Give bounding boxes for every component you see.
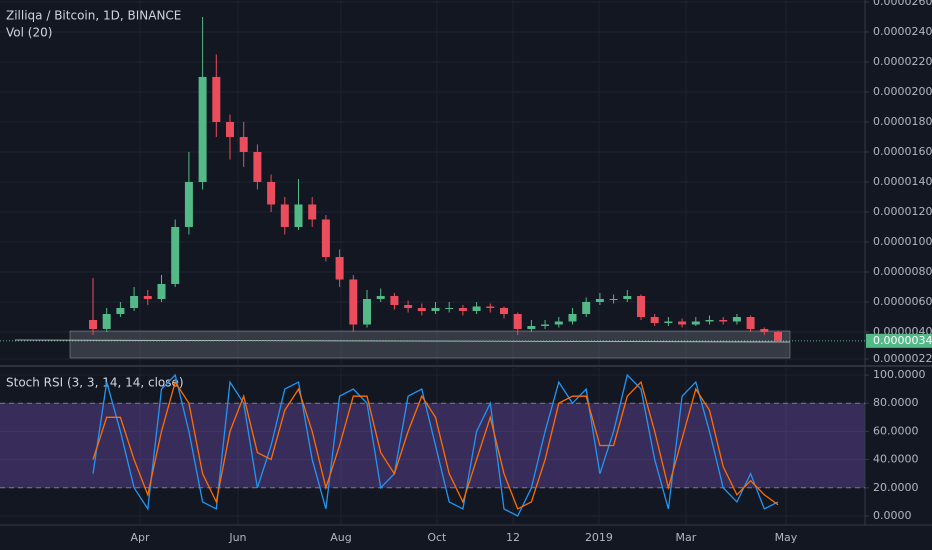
y-tick-label: 80.0000 xyxy=(873,396,919,409)
candle-body xyxy=(417,307,426,311)
candle-body xyxy=(527,325,536,329)
candle-body xyxy=(705,319,714,322)
x-tick-label: Mar xyxy=(676,531,697,544)
candle-body xyxy=(335,256,344,280)
candle-body xyxy=(171,226,180,284)
candle-body xyxy=(253,151,262,182)
candle-body xyxy=(541,324,550,326)
candle-body xyxy=(486,306,495,308)
x-tick-label: Aug xyxy=(330,531,351,544)
last-price-tag xyxy=(866,333,932,348)
x-tick-label: Jun xyxy=(228,531,246,544)
candle-body xyxy=(568,313,577,322)
candle-body xyxy=(637,295,645,317)
candle-body xyxy=(609,298,618,300)
candle-body xyxy=(664,321,673,323)
candle-body xyxy=(431,307,440,311)
candle-body xyxy=(650,316,659,323)
candle-body xyxy=(198,76,207,182)
y-tick-label: 0.0000 xyxy=(873,509,912,522)
candle-body xyxy=(267,181,276,205)
candle-body xyxy=(116,307,125,314)
candle-body xyxy=(130,295,139,308)
candle-body xyxy=(719,319,728,322)
candle-body xyxy=(308,204,317,220)
candle-body xyxy=(89,319,97,329)
candle-body xyxy=(732,316,741,322)
candle-body xyxy=(349,279,358,325)
candle-body xyxy=(595,298,604,302)
y-tick-label: 40.0000 xyxy=(873,453,919,466)
y-tick-label: 100.0000 xyxy=(873,368,926,381)
candle-body xyxy=(143,295,152,299)
candle-body xyxy=(321,219,330,257)
candle-body xyxy=(226,121,234,137)
candle-body xyxy=(239,136,248,152)
candle-body xyxy=(554,321,563,325)
stoch-line xyxy=(92,373,779,517)
candle-body xyxy=(623,295,632,299)
y-tick-label: 0.00002600 xyxy=(873,0,932,8)
candle-body xyxy=(458,307,467,311)
x-tick-label: May xyxy=(775,531,798,544)
stoch-line xyxy=(92,380,779,510)
candle-body xyxy=(184,181,193,227)
y-tick-label: 60.0000 xyxy=(873,424,919,437)
candle-body xyxy=(294,204,303,227)
candle-body xyxy=(513,313,522,329)
candle-body xyxy=(404,304,413,308)
candle-body xyxy=(280,204,289,227)
x-tick-label: Oct xyxy=(427,531,447,544)
last-price-label: 0.00000341 xyxy=(873,334,932,347)
grid xyxy=(0,0,865,525)
y-tick-label: 20.0000 xyxy=(873,481,919,494)
stoch-title: Stoch RSI (3, 3, 14, 14, close) xyxy=(6,376,184,390)
candle-body xyxy=(157,283,166,299)
candle-body xyxy=(582,301,591,314)
candle-body xyxy=(678,321,687,325)
candle-body xyxy=(445,307,454,309)
candle-body xyxy=(500,307,508,314)
x-tick-label: Apr xyxy=(130,531,150,544)
candle-body xyxy=(691,321,700,325)
volume-label: Vol (20) xyxy=(6,26,52,40)
candle-body xyxy=(363,298,371,325)
candle-body xyxy=(746,316,755,329)
x-tick-label: 2019 xyxy=(585,531,613,544)
candle-body xyxy=(376,295,385,299)
candle-body xyxy=(102,313,111,329)
candle-body xyxy=(472,306,481,311)
drawn-zone xyxy=(69,330,791,359)
stoch-band xyxy=(0,403,865,488)
candle-body xyxy=(212,76,221,122)
chart-title: Zilliqa / Bitcoin, 1D, BINANCE xyxy=(6,9,181,23)
x-tick-label: 12 xyxy=(506,531,520,544)
candle-body xyxy=(760,328,769,332)
candle-body xyxy=(774,331,782,341)
candle-body xyxy=(390,295,399,305)
